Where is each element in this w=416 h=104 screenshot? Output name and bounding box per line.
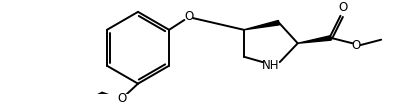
Polygon shape — [298, 36, 331, 43]
Text: O: O — [339, 1, 348, 14]
Text: O: O — [352, 39, 361, 52]
Text: O: O — [184, 10, 193, 23]
Polygon shape — [244, 20, 279, 30]
Text: NH: NH — [262, 59, 280, 72]
Text: O: O — [117, 92, 126, 104]
